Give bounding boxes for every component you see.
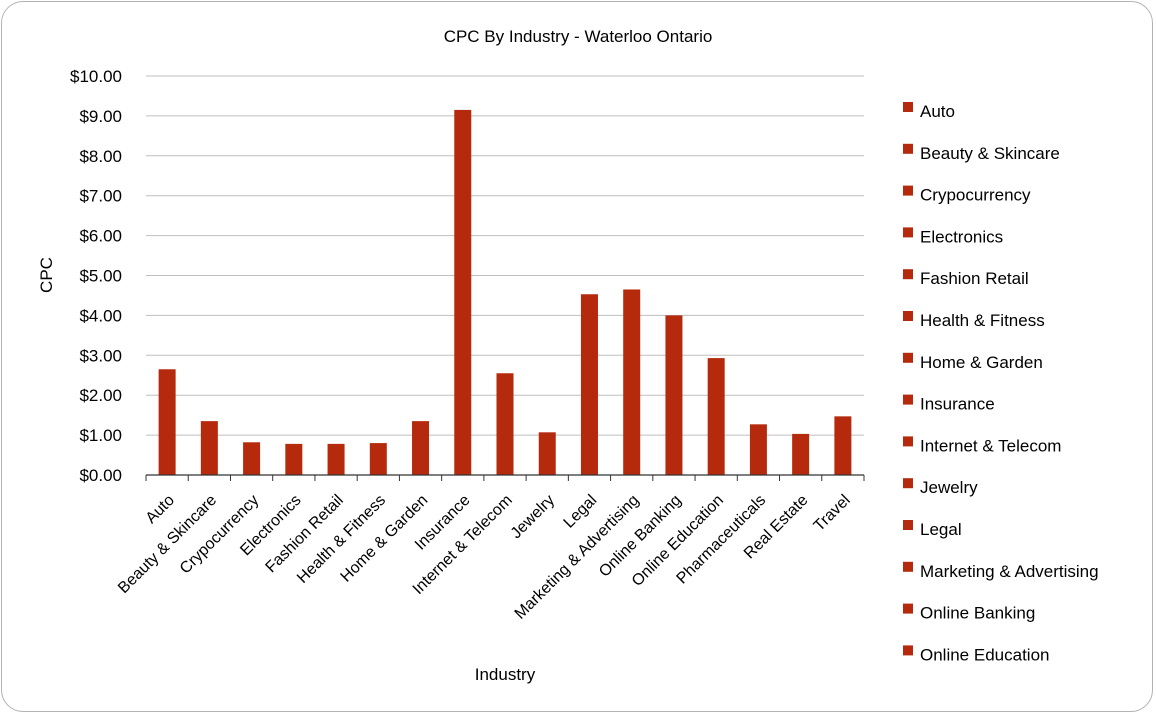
legend-swatch	[903, 311, 913, 321]
legend-label: Health & Fitness	[920, 311, 1045, 330]
bar	[538, 432, 556, 475]
x-tick-label: Travel	[811, 492, 854, 535]
legend-label: Auto	[920, 102, 955, 121]
legend-label: Marketing & Advertising	[920, 562, 1099, 581]
legend-swatch	[903, 227, 913, 238]
y-tick-label: $2.00	[79, 386, 122, 405]
bar	[285, 443, 303, 475]
bar	[834, 416, 852, 475]
y-tick-label: $7.00	[79, 187, 122, 206]
y-tick-label: $9.00	[79, 107, 122, 126]
bar	[158, 369, 176, 475]
legend-label: Online Banking	[920, 604, 1035, 623]
legend-label: Crypocurrency	[920, 186, 1031, 205]
y-axis-title: CPC	[37, 257, 56, 293]
legend-label: Internet & Telecom	[920, 436, 1061, 455]
legend-swatch	[903, 478, 913, 489]
y-tick-label: $4.00	[79, 306, 122, 325]
bar	[454, 109, 472, 475]
legend-swatch	[903, 561, 913, 572]
legend-label: Legal	[920, 520, 962, 539]
y-axis-ticks: $0.00 $1.00 $2.00 $3.00 $4.00 $5.00 $6.00 $7.00…	[70, 67, 122, 485]
y-tick-label: $0.00	[79, 466, 122, 485]
bar	[665, 315, 683, 475]
chart-title: CPC By Industry - Waterloo Ontario	[444, 27, 713, 46]
x-tick-label: Legal	[561, 492, 601, 532]
y-tick-label: $3.00	[79, 346, 122, 365]
x-tick-label: Jewelry	[508, 492, 558, 542]
legend-swatch	[903, 645, 913, 656]
x-tick-label: Auto	[143, 492, 178, 527]
bar	[496, 373, 514, 475]
gridlines	[146, 75, 864, 436]
legend-label: Beauty & Skincare	[920, 144, 1060, 163]
legend-label: Insurance	[920, 395, 995, 414]
bar	[749, 424, 767, 475]
bars	[158, 109, 852, 475]
axes	[145, 474, 865, 481]
legend-swatch	[903, 436, 913, 447]
bar	[623, 289, 641, 475]
y-tick-label: $6.00	[79, 227, 122, 246]
legend-swatch	[903, 102, 913, 112]
bar	[369, 443, 387, 475]
y-tick-label: $8.00	[79, 147, 122, 166]
bar	[243, 442, 261, 475]
legend-swatch	[903, 520, 913, 530]
legend-label: Fashion Retail	[920, 269, 1029, 288]
bar	[327, 443, 345, 475]
bar	[412, 421, 430, 475]
y-tick-label: $10.00	[70, 67, 122, 86]
bar	[707, 358, 725, 475]
bar	[580, 294, 598, 475]
legend: Auto Beauty & Skincare Crypocurrency Electr…	[903, 102, 1099, 664]
legend-label: Jewelry	[920, 478, 978, 497]
legend-swatch	[903, 394, 913, 405]
bar	[792, 433, 810, 475]
bar	[200, 421, 218, 475]
legend-swatch	[903, 185, 913, 196]
legend-label: Electronics	[920, 227, 1003, 246]
legend-swatch	[903, 143, 913, 154]
y-tick-label: $5.00	[79, 267, 122, 286]
legend-swatch	[903, 352, 913, 363]
legend-swatch	[903, 269, 913, 280]
legend-label: Home & Garden	[920, 353, 1043, 372]
x-axis-title: Industry	[475, 665, 536, 684]
legend-swatch	[903, 603, 913, 614]
legend-label: Online Education	[920, 645, 1049, 664]
y-tick-label: $1.00	[79, 426, 122, 445]
